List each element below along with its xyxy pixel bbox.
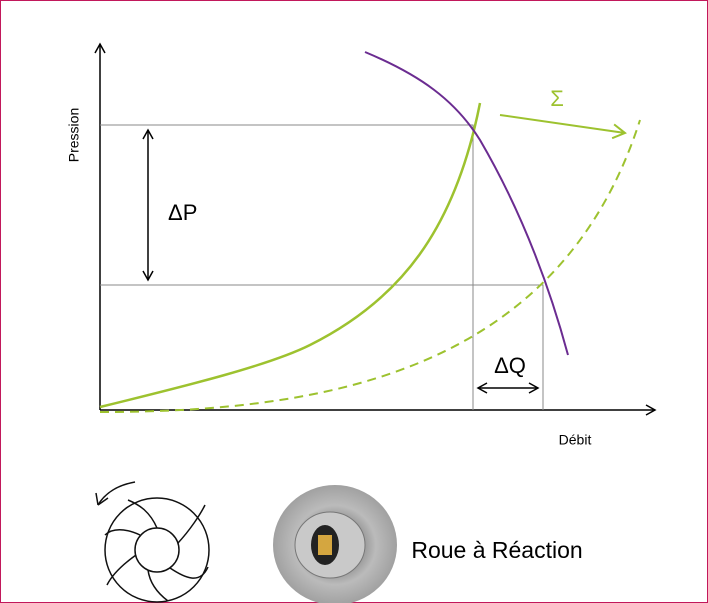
sigma-arrow: [499, 114, 627, 140]
wheel-photo: [273, 485, 397, 603]
x-label: Débit: [559, 432, 592, 448]
guide-lines: [100, 124, 544, 410]
sigma-label: Σ: [550, 86, 564, 111]
system-curve-dashed: [99, 119, 641, 413]
impeller-icon: [95, 481, 210, 603]
caption: Roue à Réaction: [411, 537, 582, 563]
fan-curve: [364, 51, 569, 356]
delta-q-label: ΔQ: [494, 353, 526, 378]
y-label: Pression: [66, 108, 82, 162]
delta-p-label: ΔP: [168, 200, 197, 225]
system-curve: [99, 102, 482, 409]
